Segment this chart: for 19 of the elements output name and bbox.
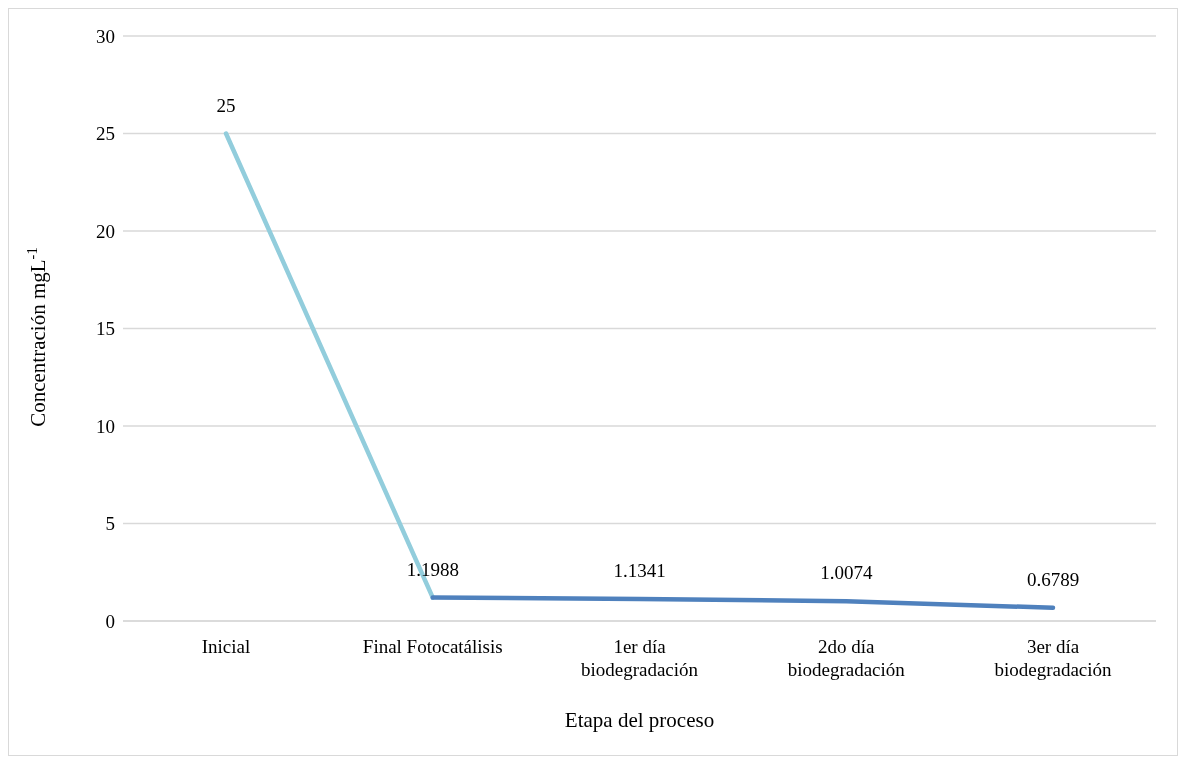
data-label: 1.1341 xyxy=(613,559,666,581)
y-tick-label: 5 xyxy=(105,513,115,535)
data-label: 25 xyxy=(216,94,236,116)
y-tick-label: 10 xyxy=(96,415,115,437)
y-tick-label: 30 xyxy=(96,25,115,47)
data-label: 0.6789 xyxy=(1026,568,1080,590)
x-tick-label: 2do día biodegradación xyxy=(787,636,906,680)
line-series xyxy=(430,595,1056,611)
y-tick-label: 20 xyxy=(96,220,115,242)
x-tick-label: 1er día biodegradación xyxy=(580,636,699,680)
x-tick-label: 3er día biodegradación xyxy=(994,636,1113,680)
y-tick-label: 25 xyxy=(96,123,115,145)
y-tick-label: 15 xyxy=(96,318,115,340)
x-tick-label: Final Fotocatálisis xyxy=(362,636,503,657)
data-label: 1.0074 xyxy=(820,562,873,584)
x-axis-title: Etapa del proceso xyxy=(564,708,715,732)
data-label: 1.1988 xyxy=(406,558,459,580)
x-tick-label: Inicial xyxy=(201,636,251,657)
y-tick-label: 0 xyxy=(105,610,115,632)
